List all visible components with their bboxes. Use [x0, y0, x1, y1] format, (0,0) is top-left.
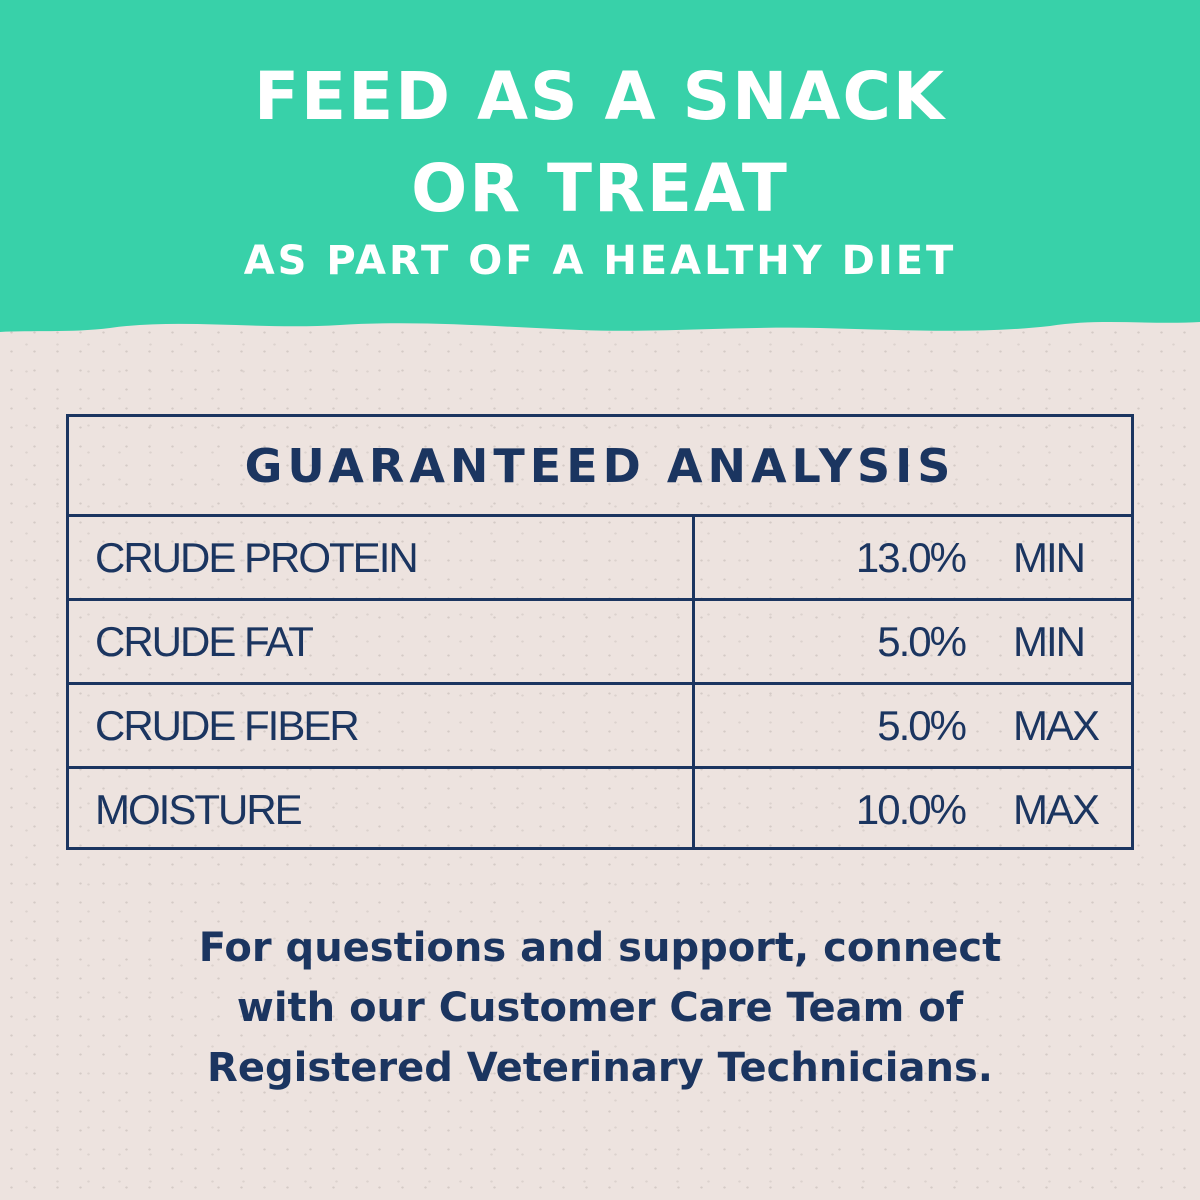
support-line-1: For questions and support, connect [198, 925, 1002, 971]
table-row: CRUDE FIBER 5.0% MAX [69, 685, 1131, 769]
nutrient-value: 13.0% [855, 533, 967, 581]
teal-banner [0, 0, 1200, 332]
nutrient-name: CRUDE FAT [69, 601, 695, 682]
support-line-2: with our Customer Care Team of [236, 985, 964, 1031]
nutrient-qualifier: MIN [1013, 617, 1086, 665]
nutrient-value: 5.0% [877, 701, 967, 749]
nutrient-value: 5.0% [877, 617, 967, 665]
headline-subtitle: AS PART OF A HEALTHY DIET [243, 238, 957, 284]
headline-line-1: FEED AS A SNACK [253, 58, 947, 135]
table-row: CRUDE FAT 5.0% MIN [69, 601, 1131, 685]
nutrient-qualifier: MAX [1013, 701, 1100, 749]
guaranteed-analysis-table: GUARANTEED ANALYSIS CRUDE PROTEIN 13.0% … [66, 414, 1134, 850]
table-row: MOISTURE 10.0% MAX [69, 769, 1131, 850]
nutrient-qualifier: MIN [1013, 533, 1086, 581]
nutrient-name: CRUDE PROTEIN [69, 517, 695, 598]
nutrient-name: MOISTURE [69, 769, 695, 850]
table-row: CRUDE PROTEIN 13.0% MIN [69, 517, 1131, 601]
table-title: GUARANTEED ANALYSIS [69, 417, 1131, 517]
nutrient-qualifier: MAX [1013, 785, 1100, 833]
support-line-3: Registered Veterinary Technicians. [207, 1045, 993, 1091]
nutrient-name: CRUDE FIBER [69, 685, 695, 766]
headline-line-2: OR TREAT [411, 150, 789, 227]
nutrient-value: 10.0% [855, 785, 967, 833]
support-message: For questions and support, connect with … [0, 918, 1200, 1098]
